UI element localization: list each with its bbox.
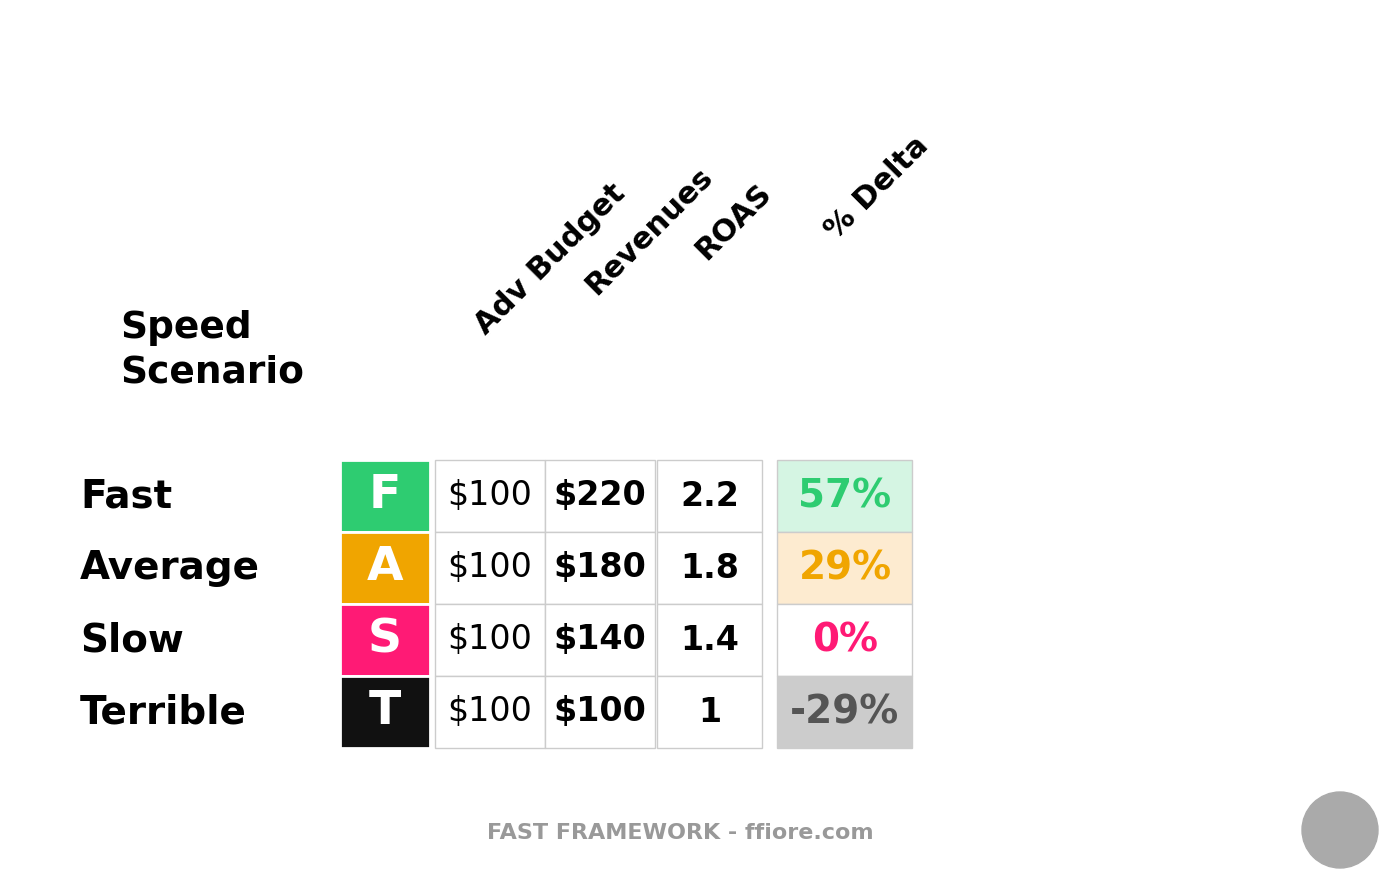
Text: T: T [369,689,402,734]
FancyBboxPatch shape [658,532,762,604]
Circle shape [1302,792,1378,868]
Text: 0%: 0% [811,621,879,659]
Text: $100: $100 [554,696,646,729]
Text: Fast: Fast [80,477,172,515]
FancyBboxPatch shape [546,532,655,604]
FancyBboxPatch shape [658,604,762,676]
FancyBboxPatch shape [340,532,429,604]
FancyBboxPatch shape [778,532,912,604]
FancyBboxPatch shape [340,676,429,748]
Text: S: S [368,618,402,662]
Text: $140: $140 [554,624,646,656]
Text: Slow: Slow [80,621,183,659]
Text: Speed
Scenario: Speed Scenario [120,310,304,391]
Text: Terrible: Terrible [80,693,246,731]
Text: 2.2: 2.2 [680,479,740,512]
Text: $100: $100 [448,552,533,584]
FancyBboxPatch shape [778,676,912,748]
FancyBboxPatch shape [340,460,429,532]
FancyBboxPatch shape [658,460,762,532]
Text: A: A [367,546,403,590]
Text: Adv Budget: Adv Budget [470,179,631,340]
Text: $180: $180 [554,552,646,584]
FancyBboxPatch shape [546,460,655,532]
Text: ROAS: ROAS [690,178,776,265]
FancyBboxPatch shape [435,460,546,532]
Text: Revenues: Revenues [579,161,718,300]
Text: 1: 1 [698,696,722,729]
FancyBboxPatch shape [778,460,912,532]
Text: 57%: 57% [799,477,891,515]
Text: $220: $220 [554,479,646,512]
FancyBboxPatch shape [340,604,429,676]
Text: % Delta: % Delta [820,131,935,245]
FancyBboxPatch shape [658,676,762,748]
Text: 29%: 29% [799,549,891,587]
FancyBboxPatch shape [546,676,655,748]
Text: 1.4: 1.4 [680,624,740,656]
FancyBboxPatch shape [546,604,655,676]
Text: $100: $100 [448,624,533,656]
Text: Average: Average [80,549,260,587]
Text: $100: $100 [448,479,533,512]
Text: -29%: -29% [790,693,900,731]
FancyBboxPatch shape [435,532,546,604]
Text: 1.8: 1.8 [680,552,740,584]
Text: $100: $100 [448,696,533,729]
FancyBboxPatch shape [435,676,546,748]
FancyBboxPatch shape [435,604,546,676]
FancyBboxPatch shape [778,604,912,676]
Text: F: F [369,474,402,519]
Text: FAST FRAMEWORK - ffiore.com: FAST FRAMEWORK - ffiore.com [487,823,873,843]
